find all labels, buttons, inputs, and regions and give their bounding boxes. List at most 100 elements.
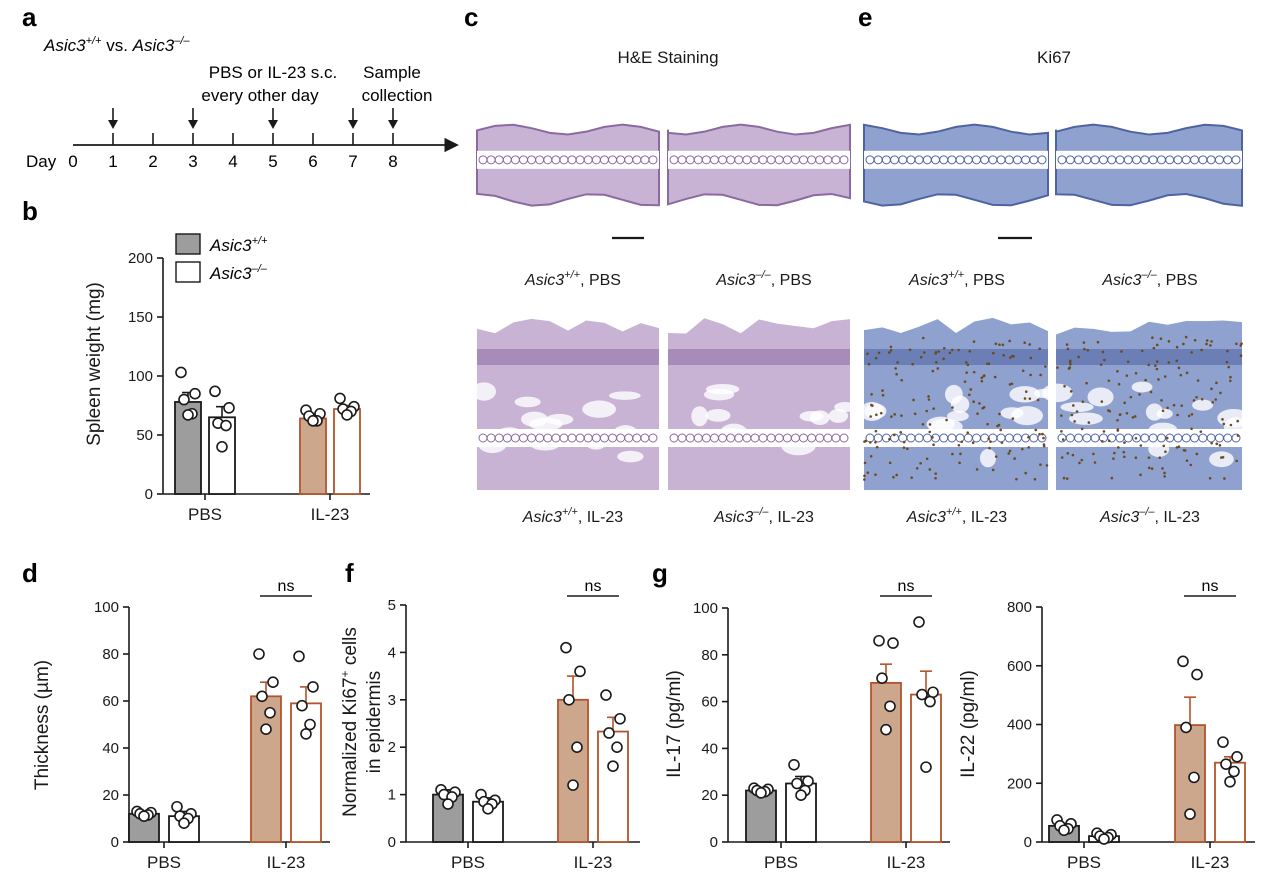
histology-nucleus xyxy=(915,466,919,470)
timeline-day-number: 7 xyxy=(348,152,357,171)
data-point xyxy=(442,798,454,810)
histology-nucleus xyxy=(923,351,926,354)
histology-nucleus xyxy=(1134,456,1138,460)
histology-nucleus xyxy=(1223,477,1226,480)
histology-nucleus xyxy=(1211,401,1214,404)
histology-cell xyxy=(839,155,849,165)
histology-nucleus xyxy=(866,471,870,474)
histology-nucleus xyxy=(1218,444,1222,447)
histology-space xyxy=(979,448,997,468)
histology-nucleus xyxy=(881,393,885,397)
histology-nucleus xyxy=(1205,342,1208,346)
histology-nucleus xyxy=(987,362,991,366)
chart-g2-ylabel: IL-22 (pg/ml) xyxy=(958,670,979,778)
histology-epidermis xyxy=(864,349,1048,365)
histology-nucleus xyxy=(899,431,903,434)
histology-nucleus xyxy=(889,345,893,349)
data-point xyxy=(1224,775,1236,788)
data-point xyxy=(788,758,800,771)
histology-nucleus xyxy=(1192,399,1196,402)
x-category-label: IL-23 xyxy=(267,853,306,872)
histology-nucleus xyxy=(1027,435,1030,439)
histology-nucleus xyxy=(902,446,906,449)
histology-nucleus xyxy=(1083,347,1086,351)
histology-nucleus xyxy=(1221,418,1224,421)
data-point xyxy=(300,728,312,740)
histology-space xyxy=(1060,402,1094,413)
timeline-arrow-icon xyxy=(188,120,198,129)
histology-nucleus xyxy=(1195,452,1199,456)
timeline-genotype-comparison: Asic3+/+ vs. Asic3–/– xyxy=(43,35,190,55)
histology-nucleus xyxy=(1210,441,1213,445)
data-point xyxy=(924,695,936,708)
histology-nucleus xyxy=(1075,410,1079,413)
histology-nucleus xyxy=(919,461,922,465)
histology-nucleus xyxy=(1131,416,1135,419)
legend-sup-wildtype: +/+ xyxy=(252,235,268,247)
histology-nucleus xyxy=(1085,381,1088,385)
histology-nucleus xyxy=(863,461,867,465)
y-tick-label: 0 xyxy=(710,834,718,851)
histology-nucleus xyxy=(966,363,970,367)
histology-nucleus xyxy=(1210,340,1213,343)
timeline-arrow-icon xyxy=(348,120,358,129)
timeline-genotype-b: Asic3 xyxy=(132,36,175,55)
histology-surface xyxy=(477,307,659,334)
histology-nucleus xyxy=(1112,457,1115,460)
data-point xyxy=(1191,668,1203,681)
histology-space xyxy=(1009,386,1041,403)
histology-nucleus xyxy=(1125,374,1129,377)
histology-nucleus xyxy=(869,441,872,444)
histology-nucleus xyxy=(969,388,973,391)
chart-g1-il17: 0 20 40 60 80 100 PBS IL-23 ns xyxy=(693,578,950,872)
histology-space xyxy=(947,410,969,422)
histology-nucleus xyxy=(1189,463,1193,467)
data-point xyxy=(567,779,579,791)
histology-nucleus xyxy=(1042,443,1046,446)
histology-surface xyxy=(1056,307,1242,335)
he-image-ko-il23 xyxy=(668,307,857,490)
histology-nucleus xyxy=(1045,464,1049,467)
ki67-image-wt-il23 xyxy=(860,307,1053,490)
histology-nucleus xyxy=(1101,440,1104,443)
histology-nucleus xyxy=(1060,456,1064,459)
y-tick-label: 80 xyxy=(701,647,718,664)
data-point xyxy=(209,385,221,398)
data-point xyxy=(916,688,928,701)
data-point xyxy=(256,690,268,703)
chart-f-ylabel-line1: Normalized Ki67+ cells xyxy=(338,627,361,817)
data-point xyxy=(755,787,767,799)
histology-surface xyxy=(668,307,850,334)
histology-nucleus xyxy=(1110,476,1114,480)
histology-nucleus xyxy=(1116,418,1119,422)
histology-nucleus xyxy=(1038,347,1042,351)
histology-nucleus xyxy=(1013,457,1016,460)
histology-nucleus xyxy=(989,440,992,443)
histology-nucleus xyxy=(1235,459,1239,463)
histology-nucleus xyxy=(1096,340,1100,344)
legend-sup-knockout: –/– xyxy=(251,263,268,275)
histology-nucleus xyxy=(1164,450,1167,453)
ki67-image-grid: Asic3+/+, PBS Asic3–/–, PBS Asic3+/+, IL-2… xyxy=(860,108,1252,526)
histology-space xyxy=(1131,381,1153,393)
histology-nucleus xyxy=(1122,450,1126,454)
histology-nucleus xyxy=(1149,390,1153,394)
histology-nucleus xyxy=(881,389,884,392)
histology-nucleus xyxy=(1147,466,1151,470)
histology-nucleus xyxy=(998,343,1001,346)
histology-nucleus xyxy=(1007,452,1011,455)
data-point xyxy=(1058,824,1070,837)
histology-nucleus xyxy=(1008,383,1012,386)
x-category-label: PBS xyxy=(147,853,181,872)
data-point xyxy=(1228,765,1240,778)
histology-nucleus xyxy=(867,362,871,366)
data-point xyxy=(175,366,187,379)
significance-label: ns xyxy=(278,578,295,595)
histology-nucleus xyxy=(928,423,932,426)
histology-nucleus xyxy=(999,428,1003,432)
data-point xyxy=(1184,808,1196,820)
histology-nucleus xyxy=(1011,354,1014,358)
histology-nucleus xyxy=(972,340,976,343)
histology-nucleus xyxy=(875,445,879,449)
bar xyxy=(745,789,777,843)
